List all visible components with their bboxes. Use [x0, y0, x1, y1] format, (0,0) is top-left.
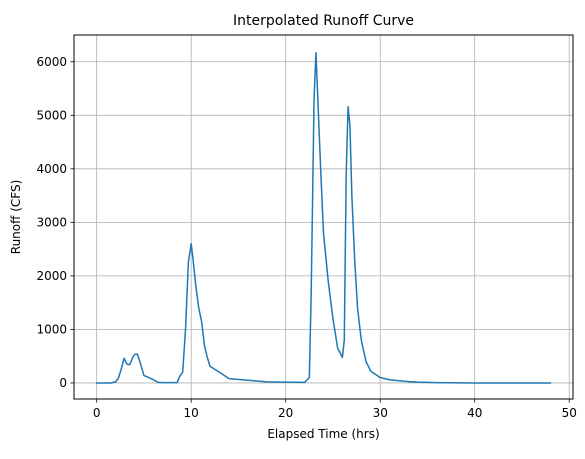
axis-ticks: 0 10 20 30 40 50 0 1000 2000 3000 4000 5000 6000	[36, 55, 576, 420]
y-tick-label: 1000	[36, 323, 67, 337]
x-tick-label: 50	[562, 406, 577, 420]
y-tick-label: 6000	[36, 55, 67, 69]
x-axis-label: Elapsed Time (hrs)	[267, 427, 379, 441]
plot-data	[95, 51, 552, 384]
chart-title: Interpolated Runoff Curve	[233, 13, 414, 29]
x-tick-label: 30	[373, 406, 388, 420]
grid	[74, 35, 573, 399]
x-tick-label: 0	[93, 406, 101, 420]
y-tick-label: 4000	[36, 162, 67, 176]
x-tick-label: 20	[278, 406, 293, 420]
axes-frame	[73, 34, 574, 400]
y-axis-label: Runoff (CFS)	[9, 180, 23, 254]
y-tick-label: 5000	[36, 109, 67, 123]
runoff-series-line	[95, 51, 552, 384]
y-tick-label: 0	[59, 376, 67, 390]
x-tick-label: 10	[184, 406, 199, 420]
y-tick-label: 2000	[36, 269, 67, 283]
x-tick-label: 40	[467, 406, 482, 420]
y-tick-label: 3000	[36, 216, 67, 230]
